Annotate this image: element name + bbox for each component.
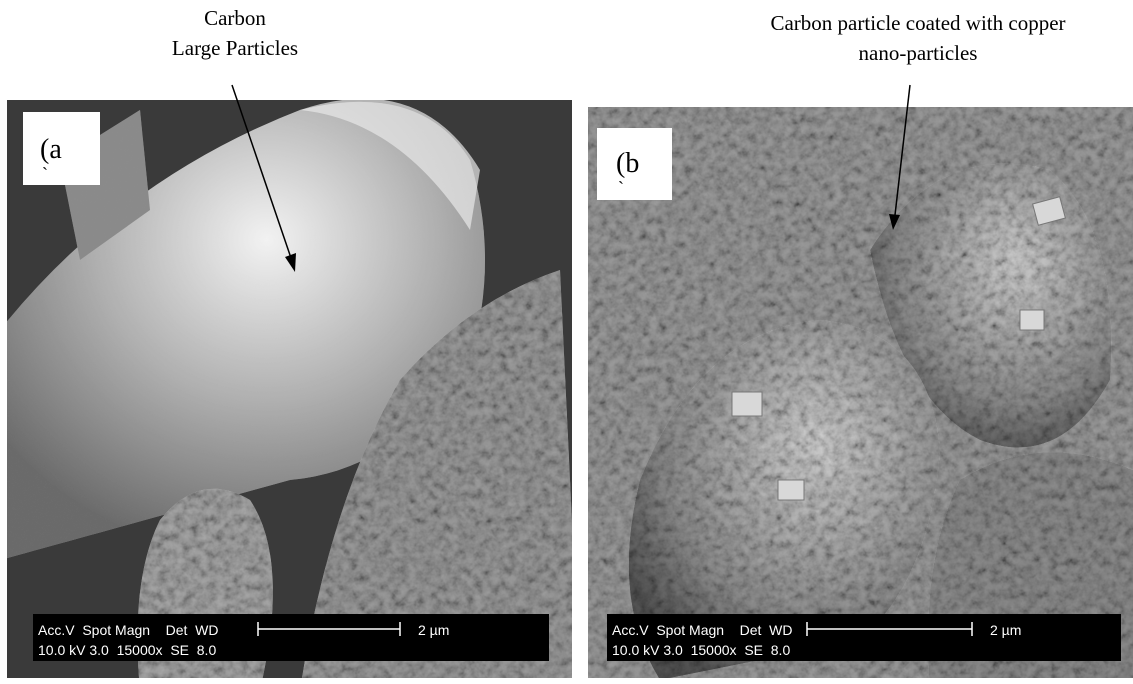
annotation: Carbon particle coated with copper [770, 11, 1065, 35]
panel-label-mark: ` [618, 178, 624, 198]
panel-label: (b [616, 148, 639, 179]
sem-image-a [0, 99, 580, 684]
info-header: Acc.V Spot Magn Det WD [38, 622, 219, 638]
scale-label: 2 µm [990, 622, 1021, 638]
info-values: 10.0 kV 3.0 15000x SE 8.0 [612, 642, 790, 658]
figure: (a ` Acc.V Spot Magn Det WD 10.0 kV 3.0 … [0, 0, 1133, 684]
info-values: 10.0 kV 3.0 15000x SE 8.0 [38, 642, 216, 658]
panel-label: (a [40, 134, 62, 165]
panel-label-mark: ` [42, 164, 48, 184]
info-header: Acc.V Spot Magn Det WD [612, 622, 793, 638]
scale-label: 2 µm [418, 622, 449, 638]
annotation: Carbon [204, 6, 266, 30]
annotation: Large Particles [172, 36, 298, 60]
annotation: nano-particles [859, 41, 978, 65]
